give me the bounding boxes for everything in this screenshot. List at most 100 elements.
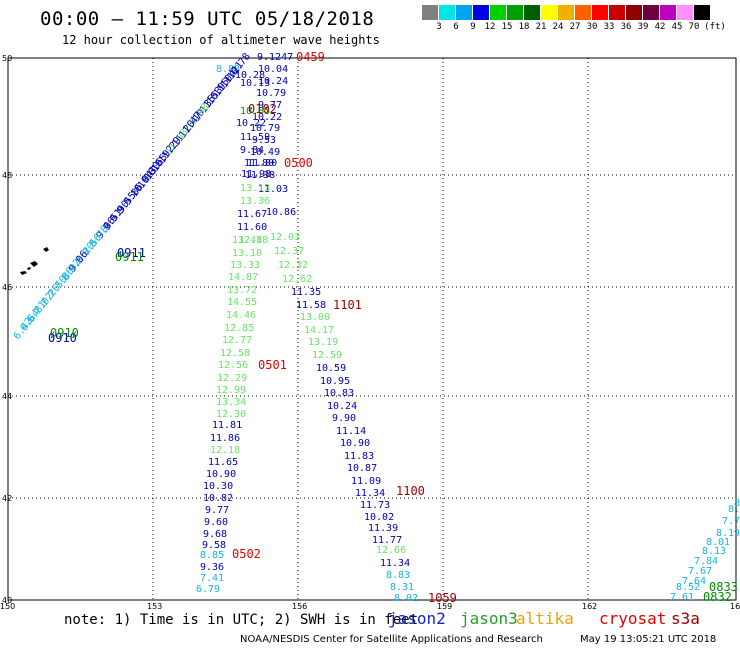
track-a-value: 11.80 [247, 158, 277, 169]
track-d-value: 7.7 [722, 516, 740, 527]
track-b-value: 12.18 [238, 235, 268, 246]
island-4 [27, 267, 31, 270]
track-b-value: 10.22 [236, 118, 266, 129]
colorbar-cell [524, 5, 541, 20]
colorbar-cell [507, 5, 524, 20]
legend-jason2: jason2 [388, 609, 446, 628]
track-a-time: 1059 [428, 591, 457, 605]
track-d-value: 8.19 [716, 528, 740, 539]
lon-tick-label: 165 [730, 602, 740, 610]
track-b-value: 13.10 [232, 248, 262, 259]
legend-jason3: jason3 [460, 609, 518, 628]
map-frame [7, 57, 737, 601]
track-b-value: 13.72 [227, 285, 257, 296]
legend-s3a: s3a [671, 609, 700, 628]
credit-line: NOAA/NESDIS Center for Satellite Applica… [240, 634, 543, 645]
track-d-value: 7.84 [694, 556, 718, 567]
colorbar-label: 70 [688, 22, 700, 32]
track-b-value: 11.65 [208, 457, 238, 468]
track-b-value: 9.77 [205, 505, 229, 516]
track-b-value: 10.90 [206, 469, 236, 480]
track-a-value: 11.77 [372, 535, 402, 546]
track-b-value: 12.85 [224, 323, 254, 334]
track-a-value: 12.66 [376, 545, 406, 556]
track-a-value: 8.83 [386, 570, 410, 581]
colorbar-cell [660, 5, 677, 20]
track-d-value: 8.13 [702, 546, 726, 557]
track-a-value: 11.34 [355, 488, 385, 499]
track-a-value: 10.90 [340, 438, 370, 449]
track-b-value: 12.30 [216, 409, 246, 420]
track-a-value: 12.32 [278, 260, 308, 271]
track-a-value: 10.86 [266, 207, 296, 218]
track-a-value: 9.1247 [257, 52, 293, 63]
track-a-value: 9.77 [258, 100, 282, 111]
track-d-value: 7.61 [670, 592, 694, 603]
track-b-value: 12.29 [217, 373, 247, 384]
track-b-value: 11.67 [237, 209, 267, 220]
track-a-value: 9.90 [332, 413, 356, 424]
track-a-value: 10.95 [320, 376, 350, 387]
track-b-value: 12.58 [220, 348, 250, 359]
island-2 [30, 261, 38, 267]
lat-tick-label: 42 [2, 494, 12, 503]
track-a-value: 11.73 [360, 500, 390, 511]
colorbar-label: 36 [620, 22, 632, 32]
colorbar-label: 39 [637, 22, 649, 32]
track-a-value: 10.49 [250, 147, 280, 158]
track-a-value: 10.22 [252, 112, 282, 123]
track-b-value: 13.13 [240, 183, 270, 194]
track-b-value: 13.48 [232, 235, 262, 246]
track-a-value: 11.58 [296, 300, 326, 311]
page-subtitle: 12 hour collection of altimeter wave hei… [62, 33, 380, 47]
track-b-value: 14.87 [228, 272, 258, 283]
track-b-value: 13.34 [216, 397, 246, 408]
track-a-value: 11.35 [291, 287, 321, 298]
generated-timestamp: May 19 13:05:21 UTC 2018 [580, 634, 717, 645]
track-b-value: 10.13 [240, 78, 270, 89]
colorbar-label: (ft) [704, 22, 726, 32]
colorbar-cell [592, 5, 609, 20]
lon-tick-label: 156 [292, 602, 307, 610]
track-b-value: 10.28 [235, 70, 265, 81]
track-a-value: 11.83 [344, 451, 374, 462]
colorbar-cell [422, 5, 439, 20]
colorbar-label: 42 [654, 22, 666, 32]
colorbar-label: 21 [535, 22, 547, 32]
colorbar-cell [694, 5, 711, 20]
track-b-value: 11.80 [244, 158, 274, 169]
lon-tick-label: 159 [437, 602, 452, 610]
colorbar-cell [439, 5, 456, 20]
track-b-value: 9.68 [203, 529, 227, 540]
colorbar-cell [626, 5, 643, 20]
colorbar-label: 3 [436, 22, 442, 32]
legend-altika: altika [516, 609, 574, 628]
track-d-value: 8.4 [728, 504, 740, 515]
track-b-time: 0502 [232, 547, 261, 561]
track-a-value: 8.02 [394, 593, 418, 604]
colorbar-cell [490, 5, 507, 20]
page-title: 00:00 – 11:59 UTC 05/18/2018 [40, 8, 375, 30]
colorbar [422, 5, 711, 20]
track-d-value: 7.64 [682, 576, 706, 587]
track-b-value: 14.55 [227, 297, 257, 308]
track-a-value: 14.17 [304, 325, 334, 336]
track-a-value: 12.62 [282, 274, 312, 285]
island-3 [20, 271, 27, 275]
track-d-value: 7.67 [688, 566, 712, 577]
track-a-time: 1101 [333, 298, 362, 312]
track-d-value: 8.52 [676, 582, 700, 593]
track-b-value: 10.30 [203, 481, 233, 492]
track-b-time: 0501 [258, 358, 287, 372]
track-b-value: 14.46 [226, 310, 256, 321]
track-b-value: 12.99 [216, 385, 246, 396]
track-b-value: 9.84 [240, 145, 264, 156]
track-a-value: 12.37 [274, 246, 304, 257]
track-c-time: 0911 [117, 246, 146, 260]
colorbar-label: 12 [484, 22, 496, 32]
lon-tick-label: 153 [147, 602, 162, 610]
track-b-time: 0102 [248, 102, 277, 116]
track-b-value: 9.58 [202, 540, 226, 551]
track-a-value: 10.79 [256, 88, 286, 99]
track-c-time: 0910 [48, 331, 77, 345]
